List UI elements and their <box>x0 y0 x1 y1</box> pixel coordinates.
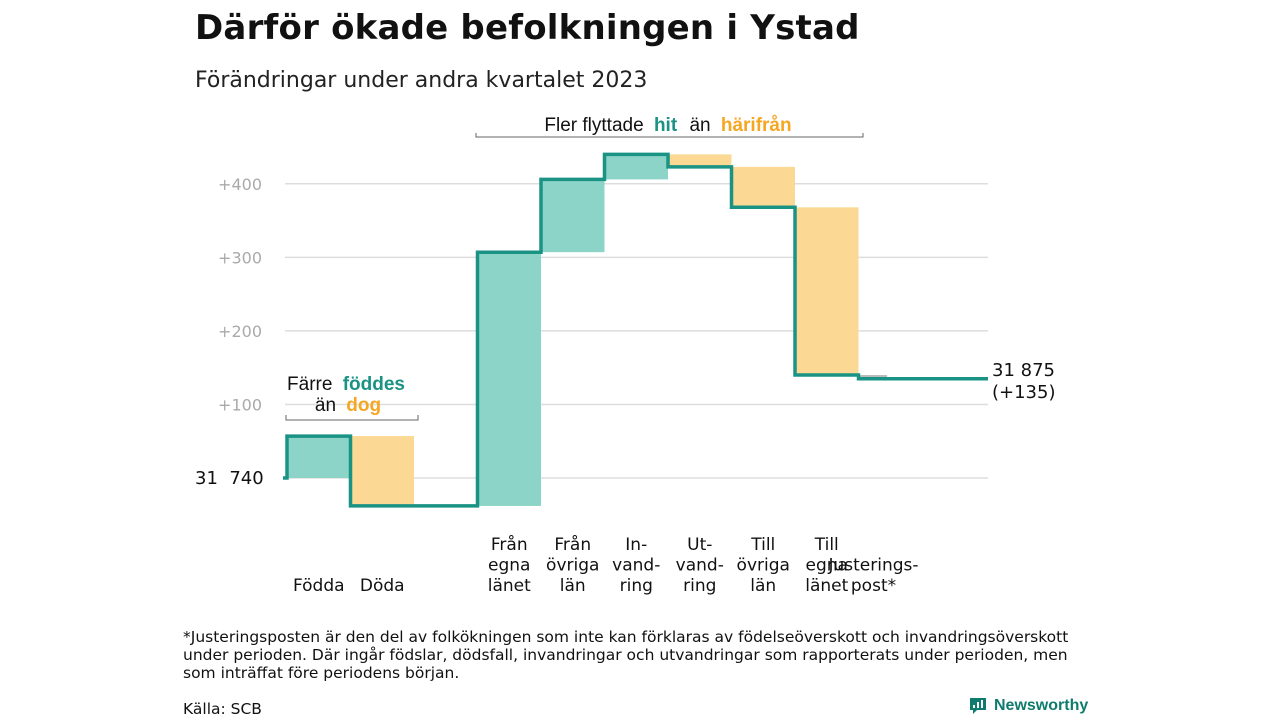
births-line2-prefix: än <box>315 395 336 416</box>
category-label: Ut-vand-ring <box>676 535 724 596</box>
migration-annotation: Fler flyttade hit än härifrån <box>544 115 791 136</box>
migration-prefix: Fler flyttade <box>544 115 643 136</box>
waterfall-bar <box>668 154 732 167</box>
births-annotation-line1: Färre föddes <box>287 374 405 395</box>
category-label: Till övriga län <box>737 535 790 596</box>
grid-layer: +100 +300 +200 +400 <box>218 175 988 479</box>
category-label: Födda <box>293 576 345 596</box>
end-value-label-line2: (+135) <box>992 382 1055 403</box>
waterfall-bar <box>731 166 795 208</box>
births-prefix: Färre <box>287 374 332 395</box>
waterfall-bar <box>795 207 859 376</box>
cumulative-step-line <box>283 152 988 508</box>
start-value-label: 31 740 <box>195 468 264 489</box>
migration-bracket <box>475 133 864 138</box>
line-layer <box>283 152 988 508</box>
label-layer: Födda Döda Från egna länet Från övriga län In-va… <box>293 534 919 596</box>
waterfall-bar <box>604 154 668 180</box>
chart-subtitle: Förändringar under andra kvartalet 2023 <box>195 68 648 93</box>
y-tick-label: +200 <box>218 322 262 341</box>
newsworthy-logo-icon <box>970 698 986 714</box>
bar-layer <box>287 154 888 506</box>
category-label: Justerings-post* <box>827 556 918 597</box>
migration-word2: härifrån <box>721 115 792 136</box>
y-tick-label: +100 <box>218 395 262 414</box>
migration-mid: än <box>689 115 710 136</box>
footnote: *Justeringsposten är den del av folkökni… <box>183 628 1069 682</box>
brand-logo[interactable]: Newsworthy <box>968 696 1088 716</box>
category-label: Från övriga län <box>546 534 599 596</box>
end-value-label-line1: 31 875 <box>992 360 1055 381</box>
migration-word1: hit <box>654 115 678 136</box>
chart-title: Därför ökade befolkningen i Ystad <box>195 8 860 48</box>
births-bracket <box>285 415 419 421</box>
births-annotation-line2: än dog <box>315 395 381 416</box>
brand-name: Newsworthy <box>994 697 1089 714</box>
waterfall-bar <box>477 252 541 506</box>
waterfall-bar <box>350 436 414 506</box>
births-line2-word: dog <box>346 395 381 416</box>
y-tick-label: +300 <box>218 248 262 267</box>
births-word: föddes <box>343 374 405 395</box>
category-label: Från egna länet <box>488 534 531 596</box>
source-credit: Källa: SCB <box>183 700 262 718</box>
y-tick-label: +400 <box>218 175 262 194</box>
category-label: In-vand-ring <box>612 535 660 596</box>
category-label: Döda <box>360 576 405 596</box>
annotation-layer: Färre föddes än dog Fler flyttade hit än… <box>195 115 1055 489</box>
waterfall-bar <box>858 375 888 379</box>
waterfall-bar <box>287 436 351 478</box>
category-label: Till egna länet <box>805 535 848 596</box>
waterfall-bar <box>541 179 605 253</box>
